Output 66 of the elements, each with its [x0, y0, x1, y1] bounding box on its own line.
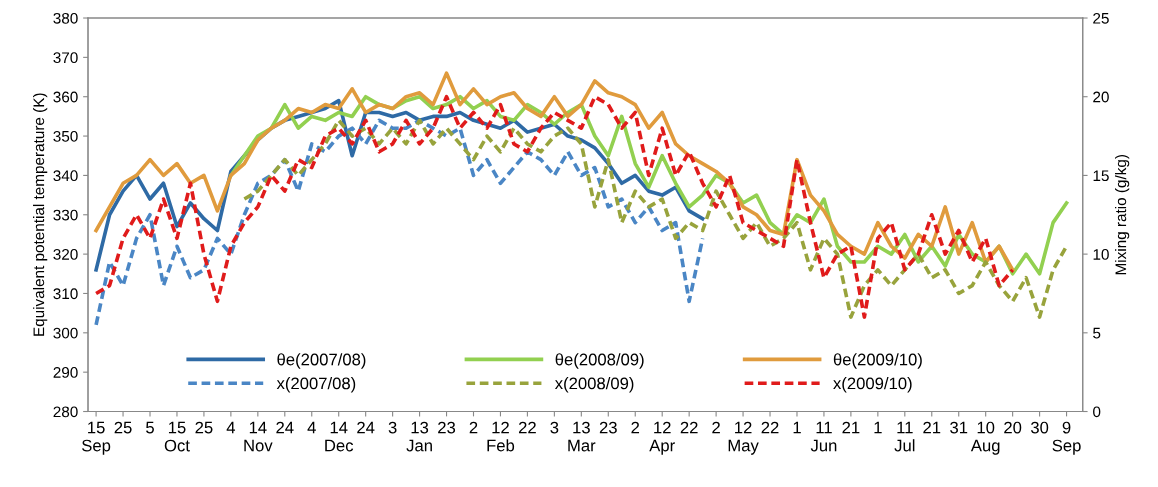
x-tick-label: 20	[1004, 421, 1022, 434]
x-tick-label: 2	[469, 421, 478, 434]
x-tick-label: 25	[114, 421, 132, 434]
x-tick-label: 22	[680, 421, 698, 434]
x-tick-label: 12 May	[728, 421, 759, 455]
y2-tick-label: 0	[1093, 406, 1101, 418]
x-tick-label: 21	[923, 421, 941, 434]
line-series	[94, 94, 1015, 319]
x-tick-label: 25	[195, 421, 213, 434]
x-tick-label: 12 Feb	[487, 421, 515, 452]
x-tick-label: 1	[793, 421, 801, 434]
y-tick-label: 290	[53, 367, 78, 378]
y-tick-label: 300	[53, 327, 78, 339]
y2-tick-label: 5	[1093, 327, 1101, 339]
x-tick-label: 3	[388, 421, 397, 434]
x-tick-label: 21	[842, 421, 860, 434]
line-series	[94, 71, 1015, 272]
x-tick-label: 31	[950, 421, 968, 434]
legend-label: x(2009/10)	[833, 377, 912, 393]
x-tick-label: 11 Jul	[894, 421, 915, 452]
x-tick-label: 14 Nov	[244, 421, 273, 452]
y-tick-label: 350	[53, 130, 78, 142]
legend-label: θe(2008/09)	[555, 353, 644, 369]
x-tick-label: 15 Oct	[164, 421, 190, 452]
x-tick-label: 4	[226, 421, 236, 434]
x-tick-label: 14 Dec	[325, 421, 354, 452]
x-tick-label: 13 Mar	[568, 421, 596, 452]
x-tick-label: 24	[357, 421, 375, 434]
x-tick-label: 30	[1030, 421, 1049, 434]
y2-axis-title: Mixing ratio (g/kg)	[1115, 155, 1130, 275]
legend-label: θe(2009/10)	[833, 353, 922, 369]
x-tick-label: 5	[146, 421, 154, 434]
y-tick-label: 280	[53, 406, 78, 418]
y-tick-label: 370	[53, 52, 78, 64]
y2-tick-label: 20	[1093, 91, 1109, 103]
y-tick-label: 310	[53, 288, 78, 300]
x-tick-label: 22	[761, 421, 779, 434]
x-tick-label: 22	[518, 421, 536, 434]
y-tick-label: 320	[53, 248, 78, 260]
y-tick-label: 340	[53, 170, 78, 182]
legend-label: θe(2007/08)	[277, 353, 366, 369]
y-tick-label: 360	[53, 91, 78, 103]
x-tick-label: 13 Jan	[406, 421, 432, 452]
y-tick-label: 380	[53, 12, 78, 24]
x-tick-label: 15 Sep	[82, 421, 111, 455]
line-series	[242, 118, 1069, 319]
x-tick-label: 3	[550, 421, 559, 434]
legend-label: x(2008/09)	[554, 377, 634, 393]
y2-tick-label: 10	[1093, 248, 1109, 260]
x-tick-label: 1	[874, 421, 882, 434]
x-tick-label: 9 Sep	[1052, 421, 1081, 455]
x-tick-label: 24	[276, 421, 294, 434]
x-tick-label: 10 Aug	[970, 421, 1000, 455]
legend-label: x(2007/08)	[276, 377, 356, 393]
x-tick-label: 11 Jun	[810, 421, 837, 452]
x-tick-label: 23	[438, 421, 456, 434]
x-tick-label: 23	[599, 421, 617, 434]
y-tick-label: 330	[53, 209, 78, 221]
y-axis-title: Equivalent potential temperature (K)	[33, 93, 48, 336]
x-tick-label: 2	[631, 421, 640, 434]
x-tick-label: 4	[307, 421, 316, 434]
line-series	[94, 118, 705, 327]
x-tick-label: 2	[712, 421, 720, 434]
y2-tick-label: 25	[1093, 12, 1109, 24]
y2-tick-label: 15	[1093, 170, 1109, 182]
x-tick-label: 12 Apr	[649, 421, 675, 455]
